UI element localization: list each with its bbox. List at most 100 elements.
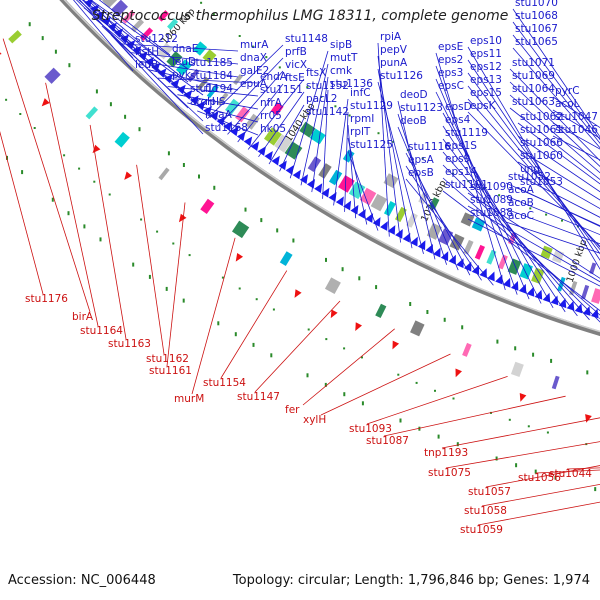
forward-leader-line <box>435 91 542 304</box>
dot-mark <box>399 418 402 423</box>
feature-block <box>474 244 485 260</box>
forward-gene-label: stu1088 <box>470 207 513 219</box>
forward-arrow <box>503 277 511 288</box>
dot-mark <box>198 174 200 179</box>
forward-gene-label: stu1046 <box>555 124 598 136</box>
reverse-gene-label: stu1164 <box>80 325 123 337</box>
forward-leader-line <box>509 68 600 162</box>
dot-mark <box>434 389 436 392</box>
forward-gene-label: epsB <box>408 167 434 179</box>
forward-leader-line <box>377 42 390 237</box>
forward-gene-label: sipB <box>330 39 352 51</box>
feature-block <box>235 106 250 123</box>
forward-leader-line <box>187 102 259 123</box>
dot-mark <box>418 426 421 431</box>
forward-leader-line <box>517 122 600 185</box>
forward-gene-label: stu1089 <box>470 194 513 206</box>
forward-gene-label: eps11 <box>470 48 502 60</box>
forward-leader-line <box>467 205 600 283</box>
dot-mark <box>278 66 281 69</box>
dot-mark <box>221 276 224 279</box>
dot-mark <box>234 332 237 337</box>
dot-mark <box>586 370 589 375</box>
forward-leader-line <box>442 190 600 312</box>
forward-leader-line <box>98 0 171 56</box>
forward-gene-label: deoD <box>400 89 428 101</box>
forward-gene-label: eps3 <box>438 67 463 79</box>
forward-gene-label: eps12 <box>470 61 502 73</box>
reverse-arrow <box>519 393 527 402</box>
forward-arrow <box>216 116 226 126</box>
feature-block <box>338 175 355 193</box>
reverse-gene-label: stu1087 <box>366 435 409 447</box>
feature-block <box>157 10 170 22</box>
forward-gene-label: acoA <box>508 184 535 196</box>
dot-mark <box>109 102 112 107</box>
dot-mark <box>292 238 295 243</box>
dot-mark <box>21 170 24 175</box>
dot-mark <box>426 310 429 314</box>
feature-block <box>531 267 545 284</box>
reverse-gene-label: stu1147 <box>237 391 280 403</box>
forward-gene-label: stu1067 <box>515 23 558 35</box>
forward-leader-line <box>505 221 600 254</box>
feature-block <box>44 67 61 84</box>
reverse-leader-line <box>89 124 127 340</box>
dot-mark <box>358 276 361 281</box>
reverse-leader-line <box>2 38 91 313</box>
forward-gene-label: stu1090 <box>470 181 513 193</box>
reverse-arrow <box>330 309 338 319</box>
forward-gene-label: stu1053 <box>520 176 563 188</box>
forward-leader-line <box>129 52 239 65</box>
forward-leader-line <box>87 0 134 46</box>
dot-mark <box>534 469 537 474</box>
forward-gene-label: epsD <box>445 101 472 113</box>
dot-mark <box>78 167 81 170</box>
dot-mark <box>320 95 323 98</box>
forward-gene-label: stu1184 <box>190 70 233 82</box>
forward-arrow <box>271 155 280 166</box>
dot-mark <box>156 230 159 233</box>
forward-gene-label: infC <box>350 87 371 99</box>
dot-mark <box>54 49 57 54</box>
forward-gene-label: epsE <box>438 41 463 53</box>
forward-arrow <box>203 105 212 116</box>
forward-leader-line <box>157 77 259 84</box>
feature-block <box>507 258 522 275</box>
dot-mark <box>238 287 241 290</box>
forward-gene-label: fld <box>205 83 218 95</box>
reverse-gene-labels: stu1176birAstu1164stu1163stu1162stu1161m… <box>0 38 600 536</box>
forward-leader-line <box>167 86 259 97</box>
forward-gene-label: stu1151 <box>260 84 303 96</box>
forward-leader-line <box>467 98 600 248</box>
dot-mark <box>19 113 22 115</box>
reverse-leader-line <box>254 300 341 393</box>
forward-gene-label: ung <box>520 163 540 175</box>
dot-mark <box>63 154 66 157</box>
forward-arrow <box>350 204 359 215</box>
feature-block <box>375 303 387 319</box>
reverse-leader-line <box>477 501 600 526</box>
forward-gene-label: dnaX <box>240 52 267 64</box>
dot-mark <box>545 213 548 216</box>
feature-block <box>318 163 332 179</box>
forward-leader-line <box>397 126 459 271</box>
forward-gene-label: stu1125 <box>350 139 393 151</box>
forward-leader-line <box>442 138 578 317</box>
genome-stats-text: Topology: circular; Length: 1,796,846 bp… <box>232 573 590 588</box>
forward-leader-line <box>517 148 600 201</box>
forward-arrow <box>95 10 106 20</box>
dot-mark <box>276 228 279 233</box>
forward-leader-line <box>217 57 284 127</box>
forward-arrow <box>433 247 441 258</box>
forward-arrow <box>335 196 344 207</box>
reverse-arrow <box>392 340 400 350</box>
reverse-gene-label: fer <box>285 404 300 416</box>
forward-gene-label: eps4 <box>445 114 471 126</box>
forward-leader-line <box>377 68 413 249</box>
backbone-arc <box>59 0 600 337</box>
forward-arrow <box>292 169 301 180</box>
reverse-gene-label: murM <box>174 393 204 405</box>
forward-arrow <box>448 254 456 265</box>
dot-mark <box>244 207 247 212</box>
